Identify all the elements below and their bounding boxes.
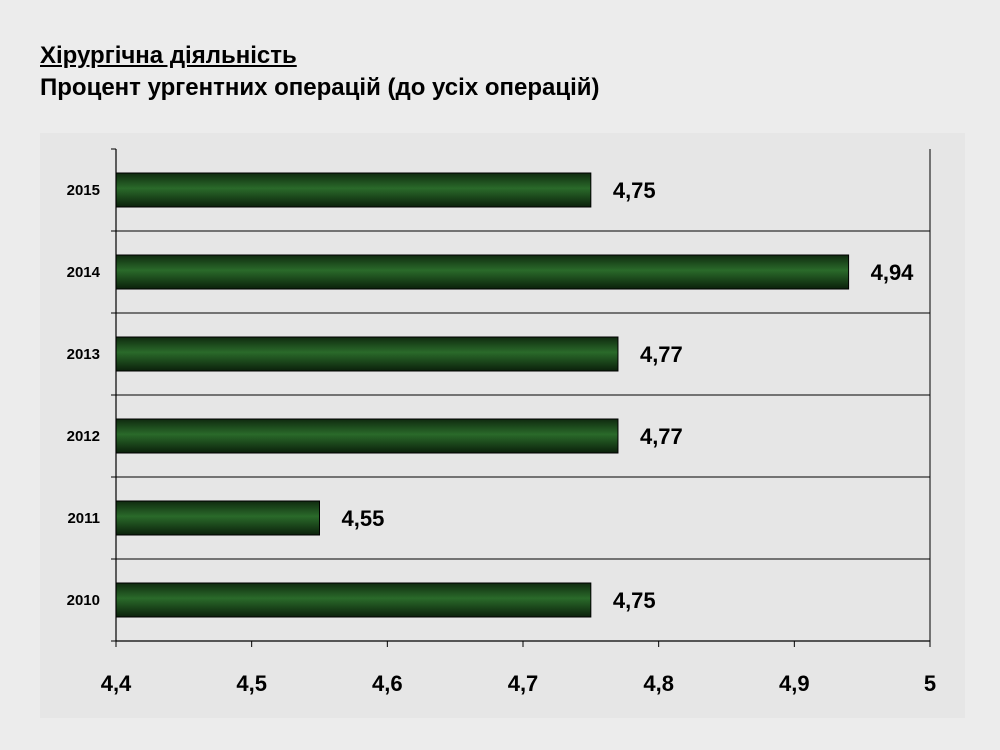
chart-heading: Хірургічна діяльність Процент ургентних … [40, 40, 600, 104]
x-tick-label: 4,7 [508, 671, 539, 696]
bar-2013 [115, 336, 619, 372]
category-label-2014: 2014 [67, 264, 101, 281]
x-tick-label: 4,6 [372, 671, 403, 696]
x-tick-label: 4,9 [779, 671, 810, 696]
chart-title: Хірургічна діяльність [40, 42, 297, 69]
category-label-2015: 2015 [67, 182, 100, 199]
data-label-2014: 4,94 [871, 260, 915, 285]
category-label-2010: 2010 [67, 592, 100, 609]
x-tick-label: 4,8 [643, 671, 674, 696]
data-label-2015: 4,75 [613, 178, 656, 203]
x-tick-label: 5 [924, 671, 936, 696]
bar-2012 [115, 418, 619, 454]
bar-2015 [115, 172, 592, 208]
x-tick-label: 4,5 [236, 671, 267, 696]
data-label-2013: 4,77 [640, 342, 683, 367]
chart-subtitle: Процент ургентних операцій (до усіх опер… [40, 74, 600, 101]
bar-2014 [115, 254, 850, 290]
bar-2010 [115, 582, 592, 618]
data-label-2011: 4,55 [342, 506, 385, 531]
bar-2011 [115, 500, 320, 536]
data-label-2012: 4,77 [640, 424, 683, 449]
category-label-2012: 2012 [67, 428, 100, 445]
category-label-2011: 2011 [67, 510, 100, 527]
x-tick-label: 4,4 [101, 671, 132, 696]
data-label-2010: 4,75 [613, 588, 656, 613]
category-label-2013: 2013 [67, 346, 100, 363]
